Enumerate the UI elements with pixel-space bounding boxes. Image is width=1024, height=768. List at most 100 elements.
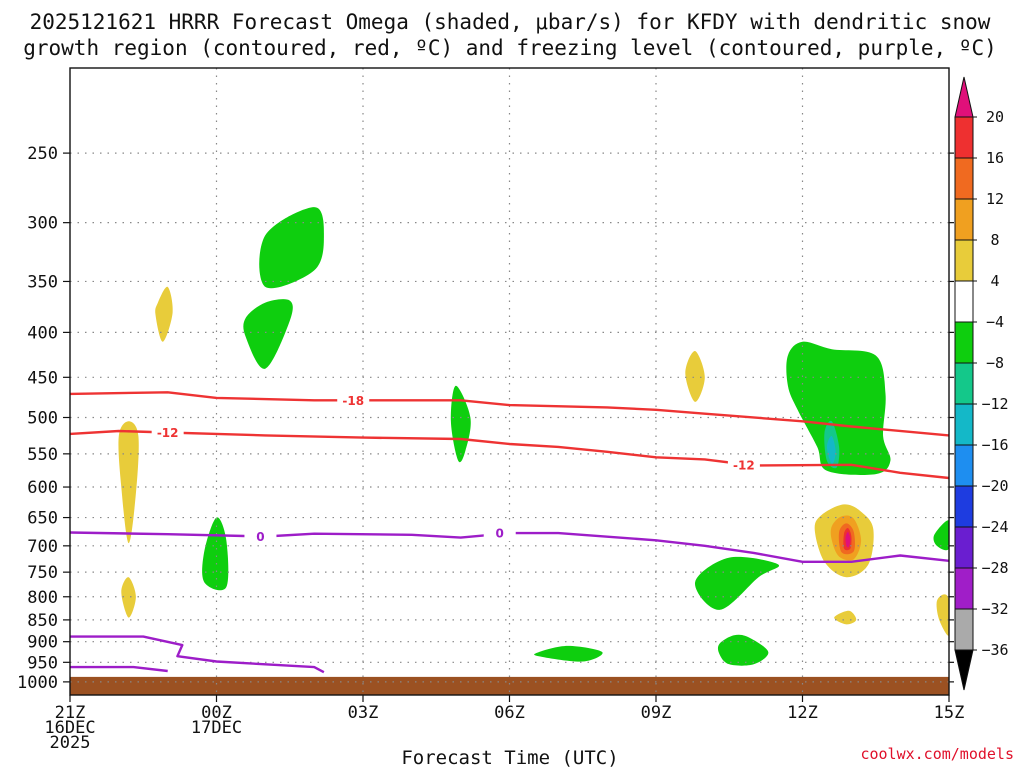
contour-freezing-level	[70, 531, 949, 563]
x-tick-label-6: 15Z	[934, 703, 965, 723]
y-tick-label-950: 950	[27, 653, 58, 673]
colorbar-bin-8	[954, 444, 974, 487]
contour-label-dgz-bottom: -12	[157, 426, 179, 440]
x-tick-line: 09Z	[641, 703, 672, 723]
contour-dgz-top	[70, 391, 949, 437]
y-tick-label-650: 650	[27, 509, 58, 529]
colorbar-label-3: 8	[990, 231, 999, 249]
colorbar-bin-1	[954, 157, 974, 200]
y-tick-label-600: 600	[27, 478, 58, 498]
title-line-1: 2025121621 HRRR Forecast Omega (shaded, …	[30, 10, 991, 34]
omega-region-2	[121, 577, 136, 618]
x-tick-label-5: 12Z	[787, 703, 818, 723]
colorbar-bin-5	[954, 321, 974, 364]
contour-freezing-level-low	[70, 635, 325, 674]
colorbar-bin-10	[954, 526, 974, 569]
colorbar-bin-12	[954, 608, 974, 651]
x-tick-line: 15Z	[934, 703, 965, 723]
colorbar-bin-11	[954, 567, 974, 610]
x-tick-line: 21Z	[55, 703, 86, 723]
contour-label-bg	[337, 392, 370, 409]
x-tick-line: 03Z	[348, 703, 379, 723]
terrain-rect	[70, 676, 949, 695]
contour-lines: -18 -12 -12 0 0	[70, 391, 949, 674]
y-tick-label-750: 750	[27, 563, 58, 583]
omega-region-18	[534, 645, 603, 662]
y-tick-label-250: 250	[27, 144, 58, 164]
y-tick-label-1000: 1000	[17, 673, 58, 693]
x-tick-line: 06Z	[494, 703, 525, 723]
colorbar-bin-4	[954, 280, 974, 323]
title-line-2: growth region (contoured, red, ºC) and f…	[23, 36, 997, 60]
y-tick-label-550: 550	[27, 445, 58, 465]
colorbar-label-7: −12	[981, 395, 1008, 413]
contour-label-freezing-level: 0	[256, 530, 264, 544]
contour-label-bg	[483, 525, 516, 542]
y-tick-label-500: 500	[27, 408, 58, 428]
colorbar-label-10: −24	[981, 518, 1008, 536]
colorbar-label-6: −8	[986, 354, 1004, 372]
y-tick-label-350: 350	[27, 272, 58, 292]
omega-region-15	[786, 341, 891, 476]
x-tick-label-1: 00Z 17DEC	[191, 703, 242, 738]
x-axis-label: Forecast Time (UTC)	[401, 747, 618, 768]
x-tick-line: 00Z	[201, 703, 232, 723]
y-tick-label-400: 400	[27, 323, 58, 343]
colorbar-bin-9	[954, 485, 974, 528]
y-tick-label-850: 850	[27, 611, 58, 631]
x-tick-label-3: 06Z	[494, 703, 525, 723]
omega-region-16	[694, 556, 780, 610]
contour-dgz-bottom	[70, 429, 949, 480]
colorbar-label-5: −4	[986, 313, 1004, 331]
contour-label-bg	[151, 424, 184, 441]
omega-region-12	[243, 299, 293, 369]
omega-region-5	[834, 610, 857, 625]
colorbar: 20 16 12 8 4 −4 −8 −12 −16 −20 −24 −28 −32 −36	[954, 76, 1009, 691]
omega-region-0	[118, 421, 139, 544]
colorbar-label-2: 12	[986, 190, 1004, 208]
colorbar-label-11: −28	[981, 559, 1008, 577]
contour-label-bg	[727, 456, 760, 473]
y-tick-label-700: 700	[27, 537, 58, 557]
contour-label-dgz-bottom: -12	[733, 458, 755, 472]
contour-freezing-level-surface	[70, 665, 168, 673]
colorbar-label-8: −16	[981, 436, 1008, 454]
contour-label-dgz-top: -18	[342, 394, 364, 408]
colorbar-bin-6	[954, 362, 974, 405]
title: 2025121621 HRRR Forecast Omega (shaded, …	[23, 10, 997, 60]
colorbar-label-4: 4	[990, 272, 999, 290]
colorbar-label-9: −20	[981, 477, 1008, 495]
omega-region-11	[259, 207, 324, 289]
terrain-fill	[70, 676, 949, 695]
colorbar-bin-7	[954, 403, 974, 446]
contour-label-bg	[244, 528, 277, 545]
y-axis: 2503003504004505005506006507007508008509…	[17, 144, 954, 693]
contour-label-freezing-level: 0	[496, 527, 504, 541]
omega-region-19	[933, 520, 949, 551]
colorbar-label-0: 20	[986, 108, 1004, 126]
credit-text: coolwx.com/models	[860, 745, 1014, 763]
omega-region-17	[717, 634, 769, 666]
omega-region-21	[826, 436, 836, 465]
x-tick-line: 17DEC	[191, 718, 242, 738]
x-tick-label-2: 03Z	[348, 703, 379, 723]
colorbar-label-1: 16	[986, 149, 1004, 167]
y-tick-label-450: 450	[27, 368, 58, 388]
y-tick-label-300: 300	[27, 214, 58, 234]
colorbar-bin-0	[954, 116, 974, 159]
y-tick-label-900: 900	[27, 633, 58, 653]
omega-region-6	[936, 594, 949, 636]
colorbar-bin-2	[954, 198, 974, 241]
x-tick-label-4: 09Z	[641, 703, 672, 723]
x-tick-line: 16DEC	[44, 718, 95, 738]
omega-region-3	[685, 350, 705, 402]
omega-region-13	[450, 385, 471, 463]
omega-region-10	[845, 531, 851, 548]
colorbar-label-13: −36	[981, 641, 1008, 659]
colorbar-bin-3	[954, 239, 974, 282]
colorbar-top-triangle	[954, 76, 974, 118]
x-tick-label-0: 21Z 16DEC 2025	[44, 703, 95, 753]
colorbar-label-12: −32	[981, 600, 1008, 618]
y-tick-label-800: 800	[27, 588, 58, 608]
